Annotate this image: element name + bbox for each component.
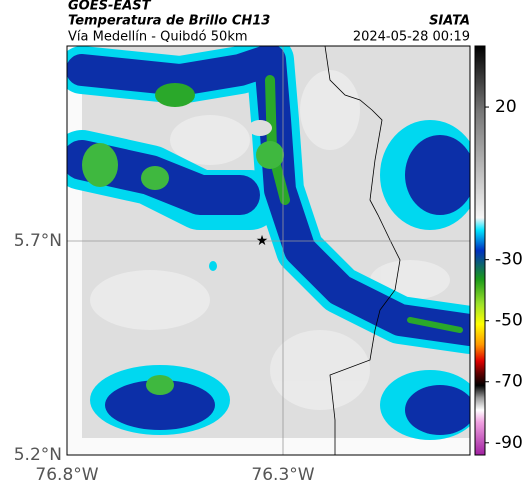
- lon-label: 76.3°W: [251, 465, 314, 485]
- satellite: GOES-EAST: [68, 0, 152, 14]
- subtitle: Vía Medellín - Quibdó 50km: [68, 30, 248, 45]
- timestamp: 2024-05-28 00:19: [353, 30, 470, 45]
- colorbar-ticks: 20 -30 -50 -70 -90: [485, 97, 523, 453]
- lat-label: 5.2°N: [14, 445, 62, 465]
- imagery: ★: [67, 46, 470, 455]
- colorbar: [474, 45, 486, 456]
- colorbar-tick-label: 20: [495, 97, 517, 117]
- svg-text:★: ★: [256, 233, 269, 249]
- colorbar-tick-label: -70: [495, 372, 523, 392]
- colorbar-tick-label: -50: [495, 311, 523, 331]
- colorbar-tick-label: -90: [495, 433, 523, 453]
- map-frame: [66, 45, 471, 456]
- title: Temperatura de Brillo CH13: [68, 14, 270, 29]
- source: SIATA: [429, 14, 470, 29]
- colorbar-tick-label: -30: [495, 250, 523, 270]
- lat-label: 5.7°N: [14, 231, 62, 251]
- lon-label: 76.8°W: [35, 465, 98, 485]
